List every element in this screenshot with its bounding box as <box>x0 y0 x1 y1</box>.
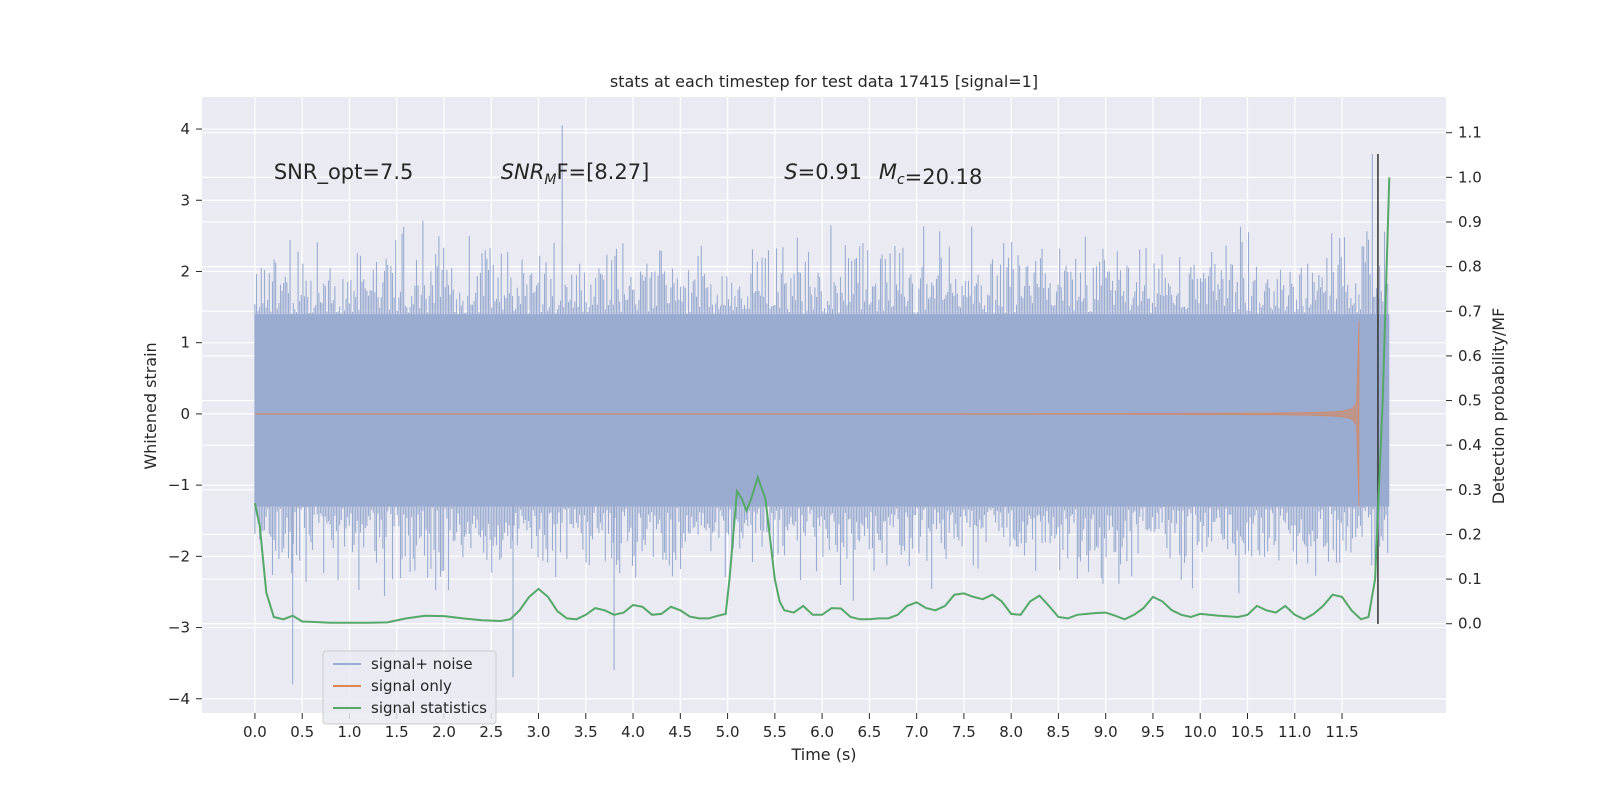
x-tick-label: 11.5 <box>1325 723 1358 741</box>
x-tick-label: 0.0 <box>243 723 267 741</box>
x-tick-label: 4.5 <box>668 723 692 741</box>
y-left-tick-label: −1 <box>168 476 190 494</box>
signal-only-chirp <box>963 321 1360 507</box>
y-left-tick-label: −3 <box>168 619 190 637</box>
y-right-tick-label: 0.1 <box>1458 570 1482 588</box>
y-left-axis-label: Whitened strain <box>141 342 160 469</box>
x-tick-label: 11.0 <box>1278 723 1311 741</box>
x-tick-label: 10.0 <box>1184 723 1217 741</box>
x-tick-label: 0.5 <box>290 723 314 741</box>
x-tick-label: 2.5 <box>479 723 503 741</box>
y-left-tick-label: 2 <box>180 262 190 280</box>
noise-band <box>254 314 1390 507</box>
x-tick-label: 6.5 <box>857 723 881 741</box>
y-left-axis-ticks: 4 3 2 1 0 −1 −2 −3 −4 <box>168 120 202 708</box>
y-right-axis-label: Detection probability/MF <box>1489 308 1508 505</box>
x-axis-ticks: 0.0 0.5 1.0 1.5 2.0 2.5 3.0 3.5 4.0 4.5 5.0 5.5 6.0 6… <box>243 713 1359 741</box>
x-tick-label: 9.0 <box>1094 723 1118 741</box>
x-tick-label: 5.0 <box>716 723 740 741</box>
y-right-tick-label: 0.5 <box>1458 392 1482 410</box>
y-right-tick-label: 0.9 <box>1458 213 1482 231</box>
x-tick-label: 10.5 <box>1231 723 1264 741</box>
annotation-snr-opt: SNR_opt=7.5 <box>274 160 414 185</box>
y-right-tick-label: 0.4 <box>1458 436 1482 454</box>
x-tick-label: 1.5 <box>385 723 409 741</box>
annotations: SNR_opt=7.5 SNRMF=[8.27] S=0.91 Mc=20.18 <box>274 160 983 189</box>
y-right-tick-label: 1.0 <box>1458 168 1482 186</box>
x-tick-label: 9.5 <box>1141 723 1165 741</box>
y-right-tick-label: 0.6 <box>1458 347 1482 365</box>
y-right-axis-ticks: 1.1 1.0 0.9 0.8 0.7 0.6 0.5 0.4 0.3 0.2 0.1 0.0 <box>1446 124 1482 633</box>
y-left-tick-label: 1 <box>180 334 190 352</box>
y-left-tick-label: 4 <box>180 120 190 138</box>
y-right-tick-label: 0.0 <box>1458 615 1482 633</box>
x-axis-label: Time (s) <box>790 745 856 764</box>
x-tick-label: 5.5 <box>763 723 787 741</box>
legend-label-signal-statistics: signal statistics <box>371 699 487 717</box>
y-left-tick-label: 3 <box>180 191 190 209</box>
x-tick-label: 2.0 <box>432 723 456 741</box>
legend-label-signal-only: signal only <box>371 677 452 695</box>
x-tick-label: 3.0 <box>527 723 551 741</box>
x-tick-label: 1.0 <box>338 723 362 741</box>
signal-statistics-line <box>253 177 1391 624</box>
y-left-tick-label: −4 <box>168 690 190 708</box>
annotation-snr-mf: SNRMF=[8.27] <box>501 160 650 188</box>
x-tick-label: 8.5 <box>1047 723 1071 741</box>
x-tick-label: 3.5 <box>574 723 598 741</box>
y-right-tick-label: 0.2 <box>1458 525 1482 543</box>
y-right-tick-label: 0.8 <box>1458 258 1482 276</box>
chart-title: stats at each timestep for test data 174… <box>610 72 1038 91</box>
y-left-tick-label: −2 <box>168 547 190 565</box>
legend-box <box>322 650 497 725</box>
signal-statistics-series-group <box>253 177 1391 624</box>
annotation-s-value: S=0.91 <box>784 160 862 184</box>
y-right-tick-label: 1.1 <box>1458 124 1482 142</box>
signal-plus-noise-series <box>254 125 1390 685</box>
x-tick-label: 7.0 <box>905 723 929 741</box>
y-left-tick-label: 0 <box>180 405 190 423</box>
y-right-tick-label: 0.3 <box>1458 481 1482 499</box>
x-tick-label: 8.0 <box>999 723 1023 741</box>
annotation-chirp-mass: Mc=20.18 <box>879 160 983 189</box>
x-tick-label: 6.0 <box>810 723 834 741</box>
y-right-tick-label: 0.7 <box>1458 302 1482 320</box>
x-tick-label: 4.0 <box>621 723 645 741</box>
legend-label-signal-plus-noise: signal+ noise <box>371 655 473 673</box>
signal-only-series <box>254 321 1360 507</box>
legend: signal+ noise signal only signal statist… <box>322 650 497 725</box>
x-tick-label: 7.5 <box>952 723 976 741</box>
